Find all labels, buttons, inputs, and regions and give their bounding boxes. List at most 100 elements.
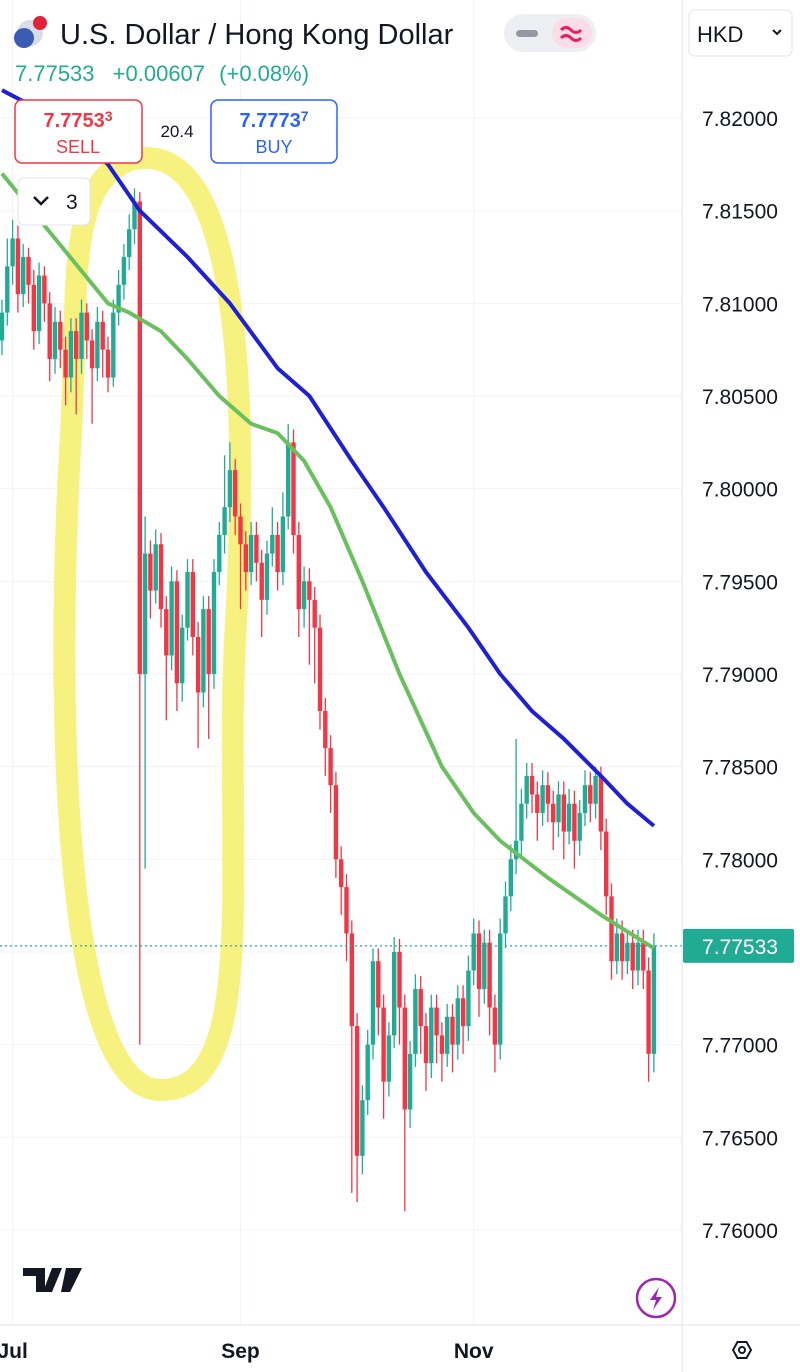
candle-body [31,284,36,332]
candle-body [392,951,397,1036]
candle-body [84,312,89,341]
candle-body [95,321,100,369]
candle-body [397,951,402,1008]
indicators-toggle[interactable] [17,177,91,226]
candle-body [254,535,259,563]
candle-body [376,961,381,1008]
candle-body [296,535,301,610]
buy-price: 7.77737 [240,108,309,132]
candle-body [190,572,195,637]
logo [23,1268,82,1292]
settings-button[interactable] [731,1341,753,1359]
y-tick-label: 7.81500 [702,201,778,224]
candle-body [450,1016,455,1045]
sell-button[interactable] [14,99,143,164]
change: +0.00607 [113,61,205,86]
candle-body [429,1007,434,1064]
candle-body [551,803,556,823]
candle-body [566,803,572,832]
candle-body [535,794,540,813]
candle-body [333,785,339,860]
candle-body [646,970,651,1054]
candle-body [301,581,307,610]
candle-body [180,627,185,684]
last-price: 7.77533 [15,61,95,86]
toggle-active[interactable] [552,18,592,48]
candle-body [164,609,169,656]
candle-body [460,998,466,1027]
candle-body [582,785,588,813]
candle-body [307,581,312,600]
buy-label: BUY [255,137,292,157]
flag-icon [33,16,47,30]
candle-body [386,1035,392,1082]
spread: 20.4 [160,122,193,141]
candle-body [158,544,164,610]
x-tick-label: Sep [221,1340,260,1363]
candle-body [360,1100,365,1156]
currency-select[interactable] [688,9,793,57]
chevron-icon [33,196,49,206]
candle-body [503,896,508,934]
dropdown-icon [772,29,782,36]
candle-body [148,553,153,591]
candle-body [116,284,121,313]
candle-body [572,803,577,841]
settings-icon [738,1346,746,1354]
buy-price-main: 7.7773 [240,110,301,132]
candle-body [317,627,323,712]
candle-body [68,331,74,378]
candle-body [630,942,635,971]
candle-body [439,1035,445,1054]
candle-body [402,1007,407,1110]
candle-body [413,989,418,1054]
y-tick-label: 7.78500 [702,757,778,780]
candle-body [275,535,280,573]
candle-body [524,775,529,804]
candle-body [10,238,15,267]
candle-body [445,1016,450,1054]
indicators-count: 3 [66,191,78,214]
candle-body [381,1007,386,1082]
currency: HKD [697,22,743,47]
candle-body [312,599,317,628]
candle-body [233,470,238,517]
candle-body [641,942,646,971]
price-row: 7.77533 +0.00607 (+0.08%) [15,61,309,86]
candle-body [540,785,545,813]
candle-body [344,887,349,934]
candle-body [238,516,243,545]
sell-price: 7.77533 [44,108,113,132]
candle-body [185,572,190,628]
buy-pip: 7 [301,108,309,124]
candle-body [418,989,423,1027]
candle-body [42,275,47,304]
candle-body [651,945,657,1054]
candle-body [206,609,211,674]
candle-body [286,442,291,517]
candle-body [482,942,487,990]
candle-body [169,581,174,656]
flag-icon [14,28,34,48]
candle-body [21,257,26,295]
candle-body [270,535,275,554]
candle-body [291,442,296,536]
candle-body [79,312,84,359]
plot [0,88,682,1212]
toggle-icon [516,30,538,37]
candle-body [455,998,460,1045]
candle-body [466,970,471,1027]
y-tick-label: 7.81000 [702,293,778,316]
y-tick-label: 7.79500 [702,571,778,594]
candle-body [407,1053,413,1110]
buy-button[interactable] [210,99,338,164]
candle-body [74,331,79,359]
symbol-title[interactable]: U.S. Dollar / Hong Kong Dollar [60,19,454,51]
candle-body [508,859,513,897]
sell-label: SELL [56,137,100,157]
candle-body [577,812,582,841]
candle-body [127,229,132,258]
candle-body [222,507,227,536]
candle-body [100,321,105,350]
